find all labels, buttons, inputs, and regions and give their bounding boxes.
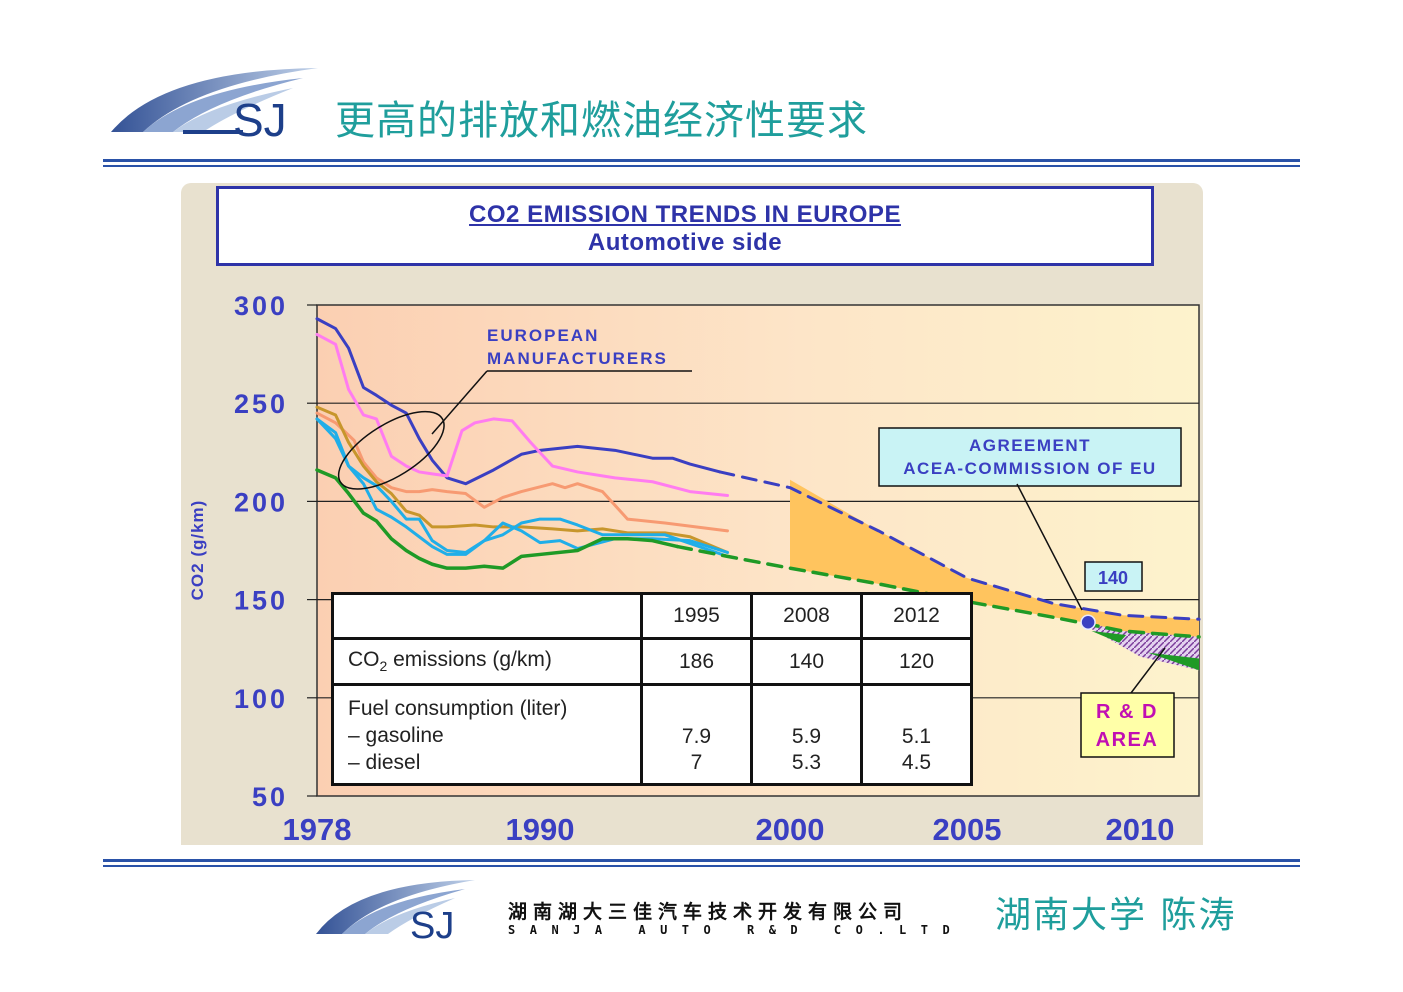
rd-label: R & D — [1096, 701, 1158, 723]
x-tick-label: 1990 — [506, 812, 575, 847]
table-cell: 7 — [690, 750, 703, 774]
svg-text:SJ: SJ — [233, 94, 287, 142]
rd-arrow-2 — [1147, 652, 1199, 671]
author: 湖南大学 陈涛 — [995, 895, 1237, 936]
company-name-en: SANJA AUTO R&D CO.LTD — [508, 923, 965, 937]
manufacturers-leader — [431, 370, 488, 435]
table-cell: 186 — [640, 636, 753, 687]
chart-title-box: CO2 EMISSION TRENDS IN EUROPE Automotive… — [216, 186, 1154, 266]
agreement-box — [878, 427, 1182, 487]
table-cell: 4.5 — [901, 750, 932, 774]
company-name-cn: 湖南湖大三佳汽车技术开发有限公司 — [508, 901, 909, 923]
rd-leader — [1130, 647, 1166, 694]
x-tick-label: 2000 — [756, 812, 825, 847]
table-header-2012: 2012 — [860, 592, 973, 640]
sj-logo: SJ — [111, 68, 318, 142]
footer-divider-thin — [103, 865, 1300, 867]
table-header-2008: 2008 — [750, 592, 863, 640]
agreement-label: AGREEMENT — [969, 436, 1091, 455]
chart-title: CO2 EMISSION TRENDS IN EUROPE — [469, 201, 901, 228]
table-cell: 140 — [750, 636, 863, 687]
rd-arrow-1 — [1091, 631, 1127, 643]
agreement-leader — [1016, 483, 1083, 611]
table-label-fuel: Fuel consumption (liter) – gasoline – di… — [331, 683, 643, 786]
series-line-7 — [315, 417, 729, 558]
target-value-box — [1084, 561, 1143, 592]
table-cell: 5.3 — [791, 750, 822, 774]
y-tick-label: 300 — [234, 291, 288, 321]
table-header-empty — [331, 592, 643, 640]
y-tick-label: 200 — [234, 487, 288, 517]
rd-label: AREA — [1096, 729, 1159, 751]
manufacturers-ellipse — [337, 410, 445, 490]
table-header-1995: 1995 — [640, 592, 753, 640]
table-row-fuel: Fuel consumption (liter) – gasoline – di… — [331, 683, 973, 786]
table-cell: 5.1 — [901, 724, 932, 748]
table-label-co2: CO2 emissions (g/km) — [331, 636, 643, 687]
annotation-label: EUROPEAN — [487, 326, 599, 345]
table-cell: 7.9 — [681, 724, 712, 748]
fuel-label: Fuel consumption (liter) — [348, 697, 568, 721]
diesel-label: – diesel — [348, 751, 421, 775]
sj-footer-logo: SJ — [316, 880, 475, 942]
agreement-label: ACEA-COMMISSION OF EU — [903, 459, 1156, 478]
table-row-co2: CO2 emissions (g/km) 186 140 120 — [331, 636, 973, 687]
y-axis-label: CO2 (g/km) — [188, 500, 207, 601]
series-line-6 — [315, 417, 729, 554]
table-cell: 5.9 — [791, 724, 822, 748]
rd-box — [1080, 692, 1175, 758]
series-line-1 — [315, 317, 722, 486]
x-tick-label: 1978 — [283, 812, 352, 847]
series-line-3 — [315, 332, 729, 498]
series-line-5 — [315, 405, 729, 554]
page-title: 更高的排放和燃油经济性要求 — [335, 98, 868, 144]
x-tick-label: 2005 — [933, 812, 1002, 847]
y-tick-label: 250 — [234, 389, 288, 419]
y-tick-label: 100 — [234, 684, 288, 714]
footer-divider — [103, 859, 1300, 862]
target-value-label: 140 — [1098, 568, 1128, 588]
y-tick-label: 150 — [234, 586, 288, 616]
series-line-8 — [315, 468, 680, 570]
table-cell: 120 — [860, 636, 973, 687]
annotation-label: MANUFACTURERS — [487, 349, 668, 368]
header-divider-thin — [103, 165, 1300, 167]
series-line-2 — [718, 470, 1201, 621]
y-tick-label: 50 — [252, 782, 288, 812]
header-divider — [103, 159, 1300, 162]
target-point — [1080, 614, 1096, 630]
x-tick-label: 2010 — [1106, 812, 1175, 847]
chart-subtitle: Automotive side — [587, 229, 783, 256]
series-line-4 — [315, 411, 729, 533]
svg-text:SJ: SJ — [410, 905, 454, 942]
series-line-9 — [675, 544, 1201, 639]
gasoline-label: – gasoline — [348, 724, 444, 748]
emissions-table: 1995 2008 2012 CO2 emissions (g/km) 186 … — [331, 592, 973, 786]
